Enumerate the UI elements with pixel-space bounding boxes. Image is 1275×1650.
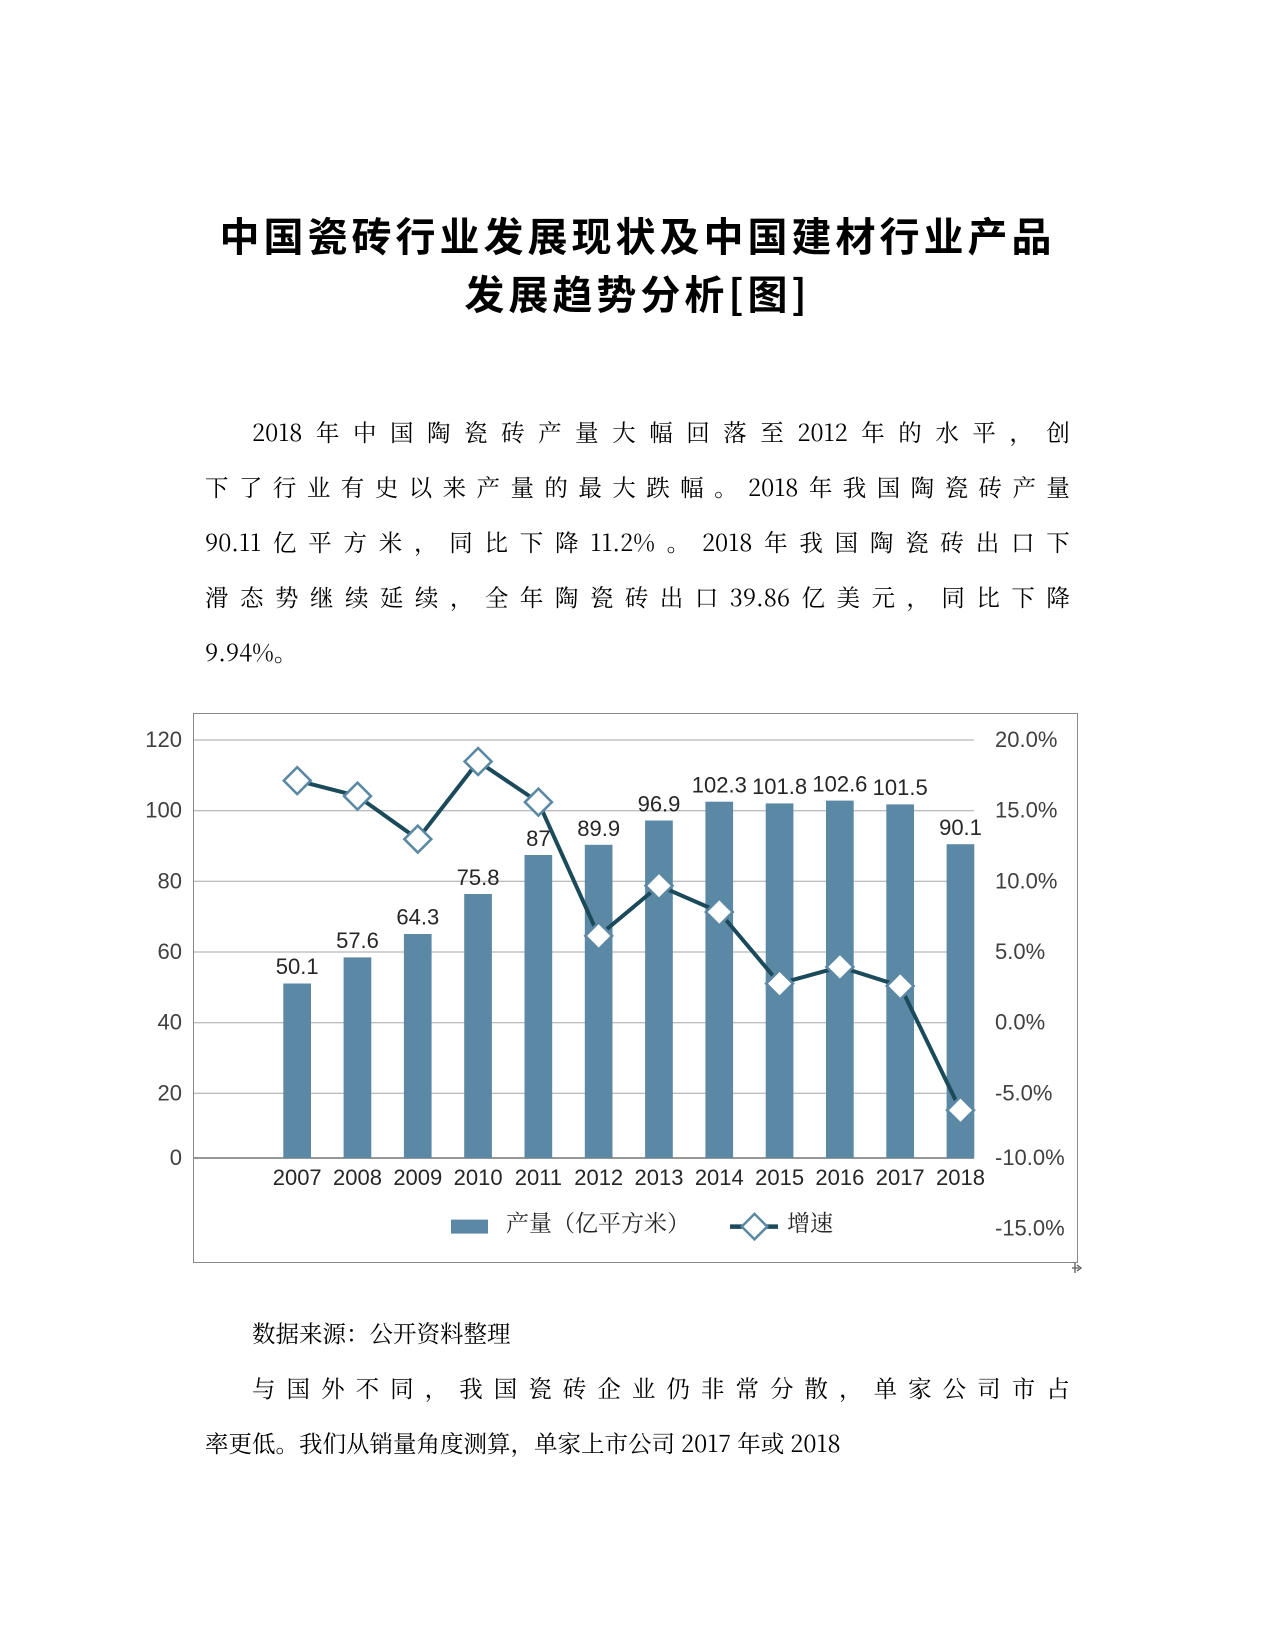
svg-text:57.6: 57.6 bbox=[336, 928, 379, 953]
svg-text:2013: 2013 bbox=[635, 1165, 684, 1190]
svg-text:-10.0%: -10.0% bbox=[995, 1145, 1065, 1170]
svg-text:20.0%: 20.0% bbox=[995, 727, 1057, 752]
svg-text:20: 20 bbox=[158, 1080, 182, 1105]
svg-text:15.0%: 15.0% bbox=[995, 798, 1057, 823]
svg-text:2008: 2008 bbox=[333, 1165, 382, 1190]
svg-text:2012: 2012 bbox=[574, 1165, 623, 1190]
svg-text:5.0%: 5.0% bbox=[995, 939, 1045, 964]
svg-text:89.9: 89.9 bbox=[577, 816, 620, 841]
svg-text:2018: 2018 bbox=[936, 1165, 985, 1190]
svg-text:101.8: 101.8 bbox=[752, 774, 807, 799]
svg-text:40: 40 bbox=[158, 1010, 182, 1035]
svg-text:120: 120 bbox=[145, 727, 182, 752]
svg-text:0.0%: 0.0% bbox=[995, 1010, 1045, 1035]
svg-text:2011: 2011 bbox=[515, 1165, 562, 1190]
svg-text:2007: 2007 bbox=[273, 1165, 322, 1190]
svg-text:50.1: 50.1 bbox=[276, 954, 319, 979]
svg-text:75.8: 75.8 bbox=[457, 865, 500, 890]
svg-text:60: 60 bbox=[158, 939, 182, 964]
svg-text:96.9: 96.9 bbox=[638, 792, 681, 817]
svg-text:2016: 2016 bbox=[815, 1165, 864, 1190]
svg-text:102.6: 102.6 bbox=[812, 772, 867, 797]
svg-text:2017: 2017 bbox=[876, 1165, 925, 1190]
svg-text:102.3: 102.3 bbox=[692, 773, 747, 798]
svg-text:0: 0 bbox=[170, 1145, 182, 1170]
svg-text:87: 87 bbox=[526, 826, 550, 851]
svg-text:产量（亿平方米）: 产量（亿平方米） bbox=[506, 1205, 690, 1238]
svg-text:100: 100 bbox=[145, 798, 182, 823]
svg-text:101.5: 101.5 bbox=[873, 775, 928, 800]
svg-text:80: 80 bbox=[158, 868, 182, 893]
svg-text:-15.0%: -15.0% bbox=[995, 1216, 1065, 1241]
svg-text:-5.0%: -5.0% bbox=[995, 1080, 1052, 1105]
svg-text:2014: 2014 bbox=[695, 1165, 744, 1190]
svg-text:2015: 2015 bbox=[755, 1165, 804, 1190]
svg-text:64.3: 64.3 bbox=[396, 905, 439, 930]
svg-text:90.1: 90.1 bbox=[939, 815, 982, 840]
svg-text:10.0%: 10.0% bbox=[995, 868, 1057, 893]
svg-text:2009: 2009 bbox=[393, 1165, 442, 1190]
svg-text:2010: 2010 bbox=[454, 1165, 503, 1190]
svg-text:增速: 增速 bbox=[787, 1205, 833, 1238]
